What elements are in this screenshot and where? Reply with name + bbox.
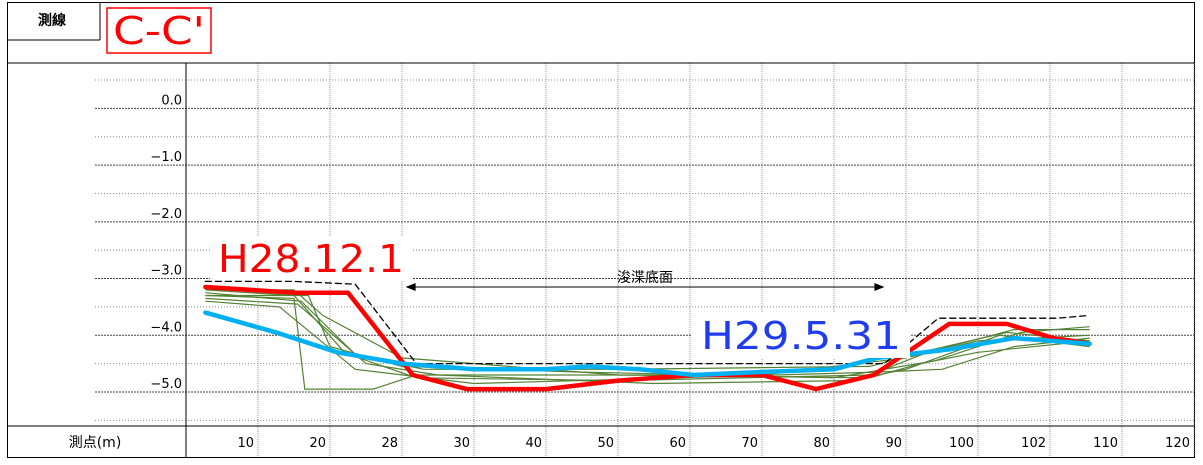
y-tick-label: 0.0 (161, 93, 182, 108)
series-line-h29 (203, 310, 1092, 378)
x-tick-label: 102 (1021, 436, 1046, 451)
y-tick-labels: 0.0 −1.0 −2.0 −3.0 −4.0 −5.0 (150, 93, 182, 392)
x-tick-label: 110 (1093, 436, 1118, 451)
x-tick-label: 30 (453, 436, 470, 451)
y-tick-label: −1.0 (150, 150, 182, 165)
y-tick-label: −4.0 (150, 320, 182, 335)
x-tick-label: 70 (741, 436, 758, 451)
label-h29-bg (692, 312, 910, 358)
x-tick-label: 50 (597, 436, 614, 451)
x-tick-label: 28 (381, 436, 398, 451)
x-tick-labels: 10 20 28 30 40 50 60 70 80 90 100 102 110 120 (237, 436, 1190, 451)
label-h28-bg (210, 236, 412, 280)
y-tick-label: −2.0 (150, 207, 182, 222)
design-section-line (204, 280, 1091, 365)
x-tick-label: 80 (813, 436, 830, 451)
survey-series (203, 280, 1092, 392)
y-tick-label: −3.0 (150, 264, 182, 279)
x-tick-label: 100 (949, 436, 974, 451)
history-series-line (205, 289, 1090, 379)
dredge-arrow-right-head (874, 283, 885, 292)
x-tick-label: 90 (885, 436, 902, 451)
x-tick-label: 120 (1165, 436, 1190, 451)
survey-line-label: 測線 (38, 12, 66, 29)
x-tick-label: 20 (309, 436, 326, 451)
label-h29: H29.5.31 (701, 314, 901, 358)
section-title-box (106, 7, 212, 54)
dredge-arrow-left-head (405, 283, 416, 292)
x-tick-label: 10 (237, 436, 254, 451)
x-axis-label: 測点(m) (69, 435, 122, 451)
x-tick-label: 60 (669, 436, 686, 451)
dredge-bottom-label: 浚渫底面 (617, 270, 673, 286)
section-title: C-C' (113, 9, 205, 53)
x-tick-label: 40 (525, 436, 542, 451)
y-tick-label: −5.0 (150, 377, 182, 392)
label-h28: H28.12.1 (218, 237, 404, 281)
